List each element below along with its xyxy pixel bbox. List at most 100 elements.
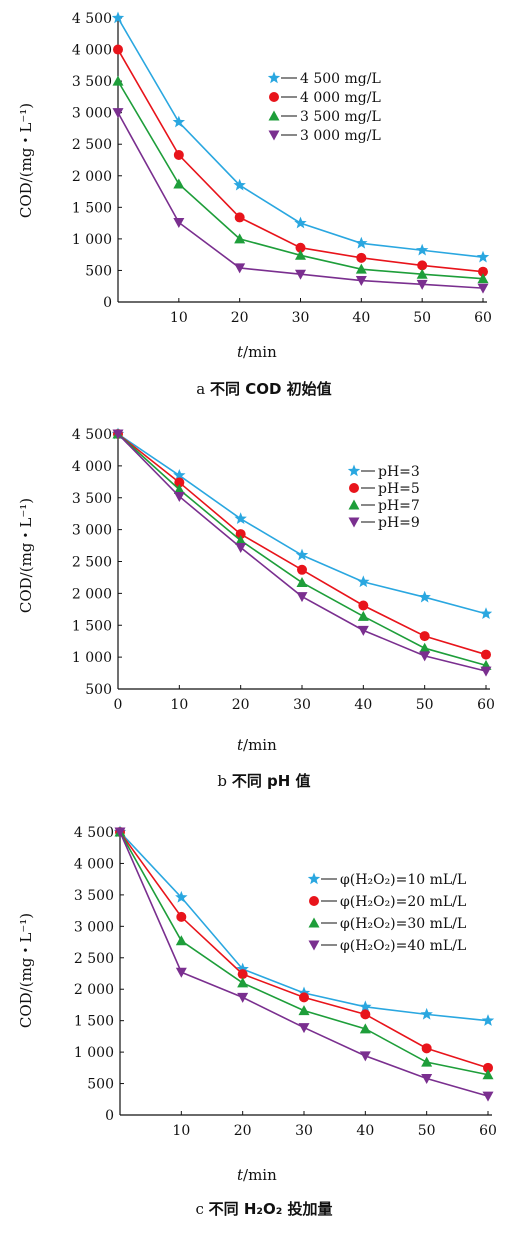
data-point [296, 592, 308, 603]
data-point [237, 977, 249, 988]
data-point [357, 575, 370, 588]
chart-a-caption: a 不同 COD 初始值 [0, 378, 528, 399]
x-tick-label: 30 [295, 1123, 313, 1139]
chart-c-xlabel-unit: /min [243, 1166, 277, 1184]
legend-marker [268, 110, 280, 121]
legend-item: 4 500 mg/L [267, 71, 381, 87]
y-tick-label: 4 000 [74, 856, 114, 872]
legend-item: φ(H₂O₂)=20 mL/L [309, 894, 466, 910]
legend-label: φ(H₂O₂)=20 mL/L [340, 894, 466, 910]
data-point [237, 969, 248, 980]
chart-panel-a: 0 500 1 000 1 500 2 000 2 500 3 000 3 500 4 000 4… [0, 0, 528, 410]
legend-item: φ(H₂O₂)=30 mL/L [308, 916, 466, 932]
data-point [419, 642, 431, 653]
chart-a-xlabel-unit: /min [243, 343, 277, 361]
data-point [415, 243, 429, 256]
legend-marker [348, 499, 360, 510]
y-tick-label: 0 [103, 295, 112, 311]
legend-item: 4 000 mg/L [269, 90, 381, 106]
data-point [235, 529, 246, 540]
data-point [173, 468, 186, 481]
data-point [419, 631, 430, 642]
data-point [234, 512, 247, 525]
data-point [482, 1069, 494, 1080]
y-tick-label: 1 000 [72, 650, 112, 666]
legend-item: 3 500 mg/L [268, 109, 381, 125]
y-tick-label: 3 000 [74, 919, 114, 935]
y-tick-label: 4 500 [74, 825, 114, 841]
data-point [355, 236, 368, 249]
legend-label: 4 000 mg/L [300, 90, 381, 106]
data-point [419, 651, 431, 662]
chart-panel-b: 500 1 000 1 500 2 000 2 500 3 000 3 500 4 000 4 … [0, 410, 528, 810]
axes: 0 500 1 000 1 500 2 000 2 500 3 000 3 500 4 000 4… [72, 11, 492, 326]
legend-item: φ(H₂O₂)=10 mL/L [307, 872, 466, 888]
legend-label: φ(H₂O₂)=10 mL/L [340, 872, 466, 888]
legend-marker [268, 130, 280, 141]
data-point [175, 935, 187, 946]
x-tick-label: 20 [232, 697, 250, 713]
data-point [479, 607, 493, 620]
data-point [295, 249, 306, 260]
y-tick-label: 3 000 [72, 523, 112, 539]
data-point [483, 1062, 493, 1073]
data-point [420, 1007, 433, 1020]
legend-marker [309, 896, 319, 906]
series-4 [114, 827, 494, 1102]
chart-c-xlabel-var: t [237, 1166, 244, 1184]
y-tick-label: 1 500 [72, 200, 112, 216]
y-tick-label: 3 500 [74, 888, 114, 904]
y-tick-label: 4 000 [72, 43, 112, 59]
data-point [481, 1014, 495, 1026]
legend-marker [349, 483, 359, 493]
legend-label: pH=9 [378, 515, 420, 531]
data-point [172, 115, 186, 128]
legend-item: φ(H₂O₂)=40 mL/L [308, 938, 466, 954]
data-point [299, 992, 309, 1003]
series-3 [112, 428, 492, 670]
chart-b-xlabel-var: t [237, 736, 244, 754]
data-point [294, 216, 307, 229]
y-tick-label: 2 000 [74, 982, 114, 998]
data-point [112, 75, 124, 86]
y-tick-label: 2 000 [72, 586, 112, 602]
data-point [482, 1091, 494, 1102]
x-tick-label: 50 [413, 310, 431, 326]
chart-c-caption: c 不同 H₂O₂ 投加量 [0, 1198, 528, 1219]
data-point [295, 548, 309, 561]
x-tick-label: 60 [474, 310, 492, 326]
data-point [235, 534, 247, 545]
data-point [355, 276, 367, 287]
data-point [173, 149, 184, 160]
data-point [173, 491, 185, 502]
x-tick-label: 0 [114, 697, 123, 713]
data-point [295, 269, 306, 280]
y-tick-label: 3 000 [72, 106, 112, 122]
legend-item: pH=7 [348, 498, 420, 514]
data-point [173, 178, 185, 189]
legend-item: 3 000 mg/L [268, 128, 381, 144]
y-tick-label: 3 500 [72, 491, 112, 507]
legend-item: pH=5 [349, 481, 420, 497]
chart-a-ylabel: COD/(mg・L⁻¹) [17, 102, 36, 219]
data-point [359, 1000, 372, 1013]
legend-item: pH=9 [348, 515, 420, 531]
data-point [297, 564, 307, 575]
x-tick-label: 60 [479, 1123, 497, 1139]
data-point [480, 666, 492, 677]
data-point [357, 610, 369, 621]
data-point [234, 233, 246, 244]
data-point [114, 827, 126, 838]
y-tick-label: 3 500 [72, 74, 112, 90]
y-tick-label: 1 000 [74, 1045, 114, 1061]
data-point [236, 962, 249, 975]
x-tick-label: 50 [418, 1123, 436, 1139]
data-point [421, 1056, 433, 1067]
data-point [481, 649, 491, 660]
y-tick-label: 500 [85, 263, 112, 279]
x-tick-label: 60 [477, 697, 495, 713]
y-tick-label: 1 000 [72, 232, 112, 248]
data-point [173, 217, 185, 228]
y-tick-label: 1 500 [72, 618, 112, 634]
data-point [477, 273, 489, 284]
